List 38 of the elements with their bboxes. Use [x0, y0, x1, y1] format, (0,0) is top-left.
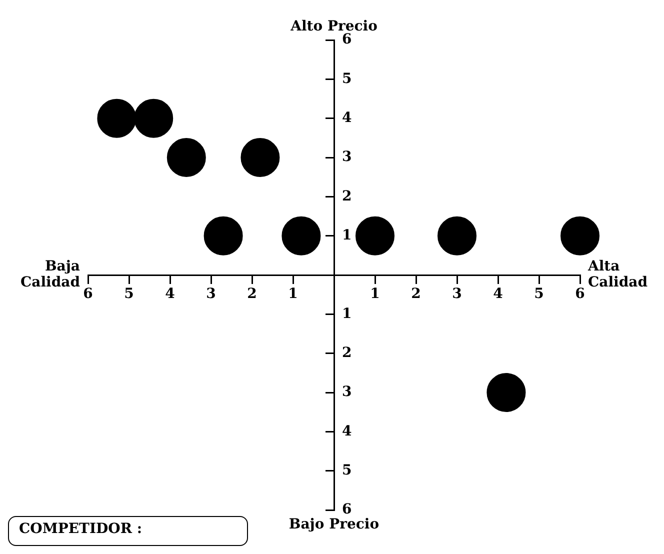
y-tick-label: 2 — [342, 344, 352, 361]
x-tick-label: 3 — [452, 286, 462, 302]
y-tick-label: 4 — [342, 110, 352, 126]
x-tick-label: 6 — [575, 286, 585, 302]
point — [356, 216, 394, 256]
y-tick-label: 3 — [342, 384, 352, 400]
x-tick-label: 1 — [288, 286, 298, 302]
y-tick-label: 6 — [342, 502, 352, 518]
y-tick-label: 4 — [342, 423, 352, 440]
x-tick-label: 1 — [370, 286, 380, 302]
y-tick-label: 6 — [342, 32, 352, 48]
x-tick-label: 5 — [124, 286, 134, 302]
point — [134, 98, 174, 138]
point — [282, 216, 321, 256]
y-tick-label: 3 — [342, 149, 352, 166]
text: Baja Calidad — [20, 258, 80, 291]
point — [240, 138, 280, 177]
point — [166, 138, 206, 177]
x-tick-label: 5 — [534, 286, 544, 302]
text: Bajo Precio — [288, 516, 380, 533]
point — [560, 216, 600, 256]
point — [97, 98, 136, 138]
text: COMPETIDOR : — [8, 516, 248, 546]
y-tick-label: 5 — [342, 70, 352, 87]
point — [204, 216, 243, 256]
x-tick-label: 2 — [411, 286, 421, 302]
y-tick-label: 1 — [342, 306, 352, 322]
point — [486, 373, 526, 412]
x-tick-label: 6 — [83, 286, 93, 302]
x-tick-label: 3 — [206, 286, 216, 302]
y-tick-label: 5 — [342, 462, 352, 478]
y-tick-label: 2 — [342, 188, 352, 204]
x-axis-title: Alta Calidad — [587, 258, 648, 291]
x-tick-label: 4 — [493, 286, 504, 302]
point — [438, 216, 476, 256]
x-tick-label: 2 — [247, 286, 257, 302]
y-tick-label: 1 — [342, 227, 352, 244]
x-tick-label: 4 — [165, 286, 176, 302]
